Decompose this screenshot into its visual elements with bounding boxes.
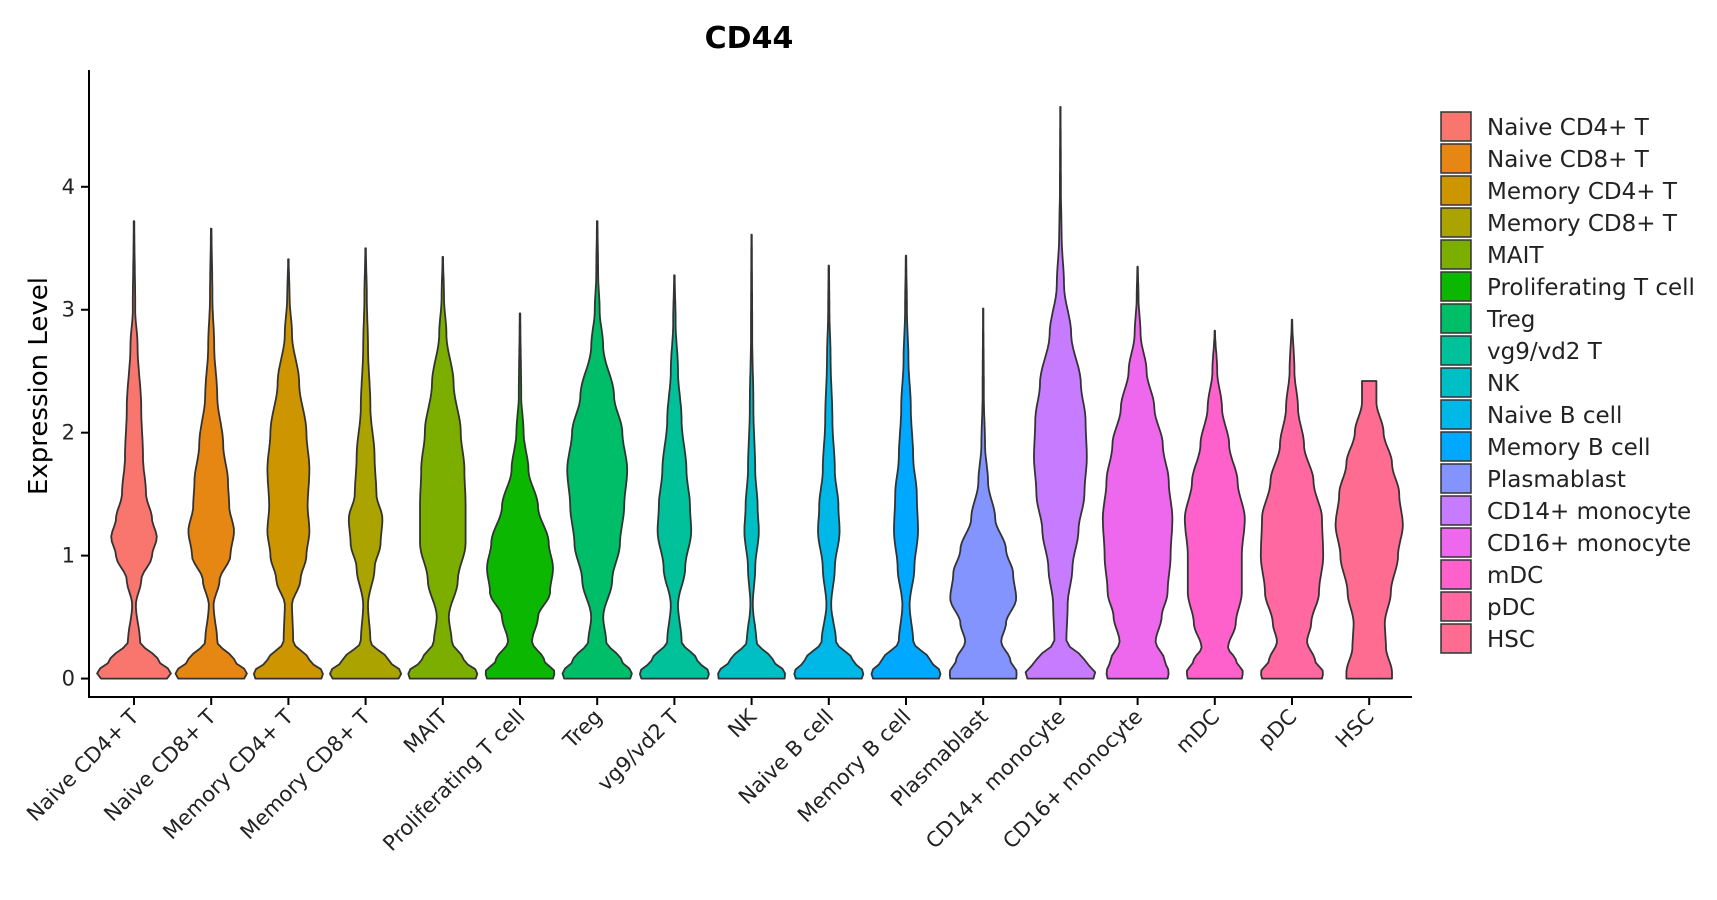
legend-label: NK [1487,371,1520,397]
legend-label: CD14+ monocyte [1487,499,1691,525]
violin-plasmablast [948,307,1018,680]
legend-label: Treg [1486,307,1535,333]
y-axis-ticks: 0 1 2 3 4 [62,175,89,691]
legend-swatch [1440,367,1472,398]
violin-nk [717,233,786,680]
x-tick-label: Proliferating T cell [378,705,529,856]
legend-swatch [1440,239,1472,270]
legend-label: Memory CD8+ T [1487,211,1678,237]
legend-swatch [1440,559,1472,590]
legend-label: HSC [1487,627,1535,653]
violin-mdc [1183,329,1246,680]
x-tick-label: CD16+ monocyte [998,705,1147,854]
x-tick-label: pDC [1253,705,1301,753]
legend-label: Memory B cell [1487,435,1651,461]
legend-swatch [1440,111,1472,142]
legend-label: MAIT [1487,243,1544,269]
y-tick-label: 3 [62,298,75,322]
legend-label: Proliferating T cell [1487,275,1695,301]
legend-label: Naive B cell [1487,403,1622,429]
violin-naive-cd4-t [96,220,172,680]
x-tick-label: MAIT [399,704,453,758]
x-tick-label: Treg [558,705,607,754]
violin-memory-cd4-t [253,258,324,680]
violin-proliferating-t-cell [484,312,556,680]
legend-swatch [1440,175,1472,206]
legend-swatch [1440,207,1472,238]
violin-group [96,106,1404,680]
y-tick-label: 1 [62,544,75,568]
legend-swatch [1440,431,1472,462]
legend-swatch [1440,335,1472,366]
violin-naive-cd8-t [174,227,248,680]
violin-cd16-monocyte [1101,265,1174,680]
y-axis-label: Expression Level [24,277,54,495]
legend-label: Memory CD4+ T [1487,179,1678,205]
legend-label: Naive CD8+ T [1487,147,1650,173]
violin-pdc [1259,318,1325,680]
violin-mait [407,255,479,680]
violin-naive-b-cell [793,264,865,680]
legend-label: vg9/vd2 T [1487,339,1603,365]
y-tick-label: 0 [62,667,75,691]
x-tick-label: NK [723,704,762,743]
y-tick-label: 4 [62,175,75,199]
legend-label: Plasmablast [1487,467,1626,493]
violin-memory-cd8-t [329,247,403,680]
x-tick-label: Memory CD8+ T [236,704,376,844]
violin-cd14-monocyte [1024,106,1097,680]
legend-swatch [1440,591,1472,622]
violin-memory-b-cell [870,254,942,680]
legend-swatch [1440,495,1472,526]
y-tick-label: 2 [62,421,75,445]
legend: Naive CD4+ T Naive CD8+ T Memory CD4+ T Mem… [1440,111,1695,654]
legend-swatch [1440,399,1472,430]
legend-label: CD16+ monocyte [1487,531,1691,557]
violin-vg9-vd2-t [639,274,710,680]
legend-swatch [1440,623,1472,654]
x-tick-label: Memory CD4+ T [158,704,298,844]
legend-label: pDC [1487,595,1535,621]
violin-hsc [1334,380,1404,680]
x-tick-label: vg9/vd2 T [593,704,684,795]
legend-swatch [1440,463,1472,494]
legend-swatch [1440,527,1472,558]
x-tick-label: CD14+ monocyte [921,705,1070,854]
x-tick-label: HSC [1331,705,1379,753]
legend-label: Naive CD4+ T [1487,115,1650,141]
chart-title: CD44 [705,21,794,56]
x-tick-label: mDC [1171,705,1224,758]
violin-treg [561,220,633,680]
legend-swatch [1440,303,1472,334]
legend-swatch [1440,143,1472,174]
legend-swatch [1440,271,1472,302]
legend-label: mDC [1487,563,1543,589]
